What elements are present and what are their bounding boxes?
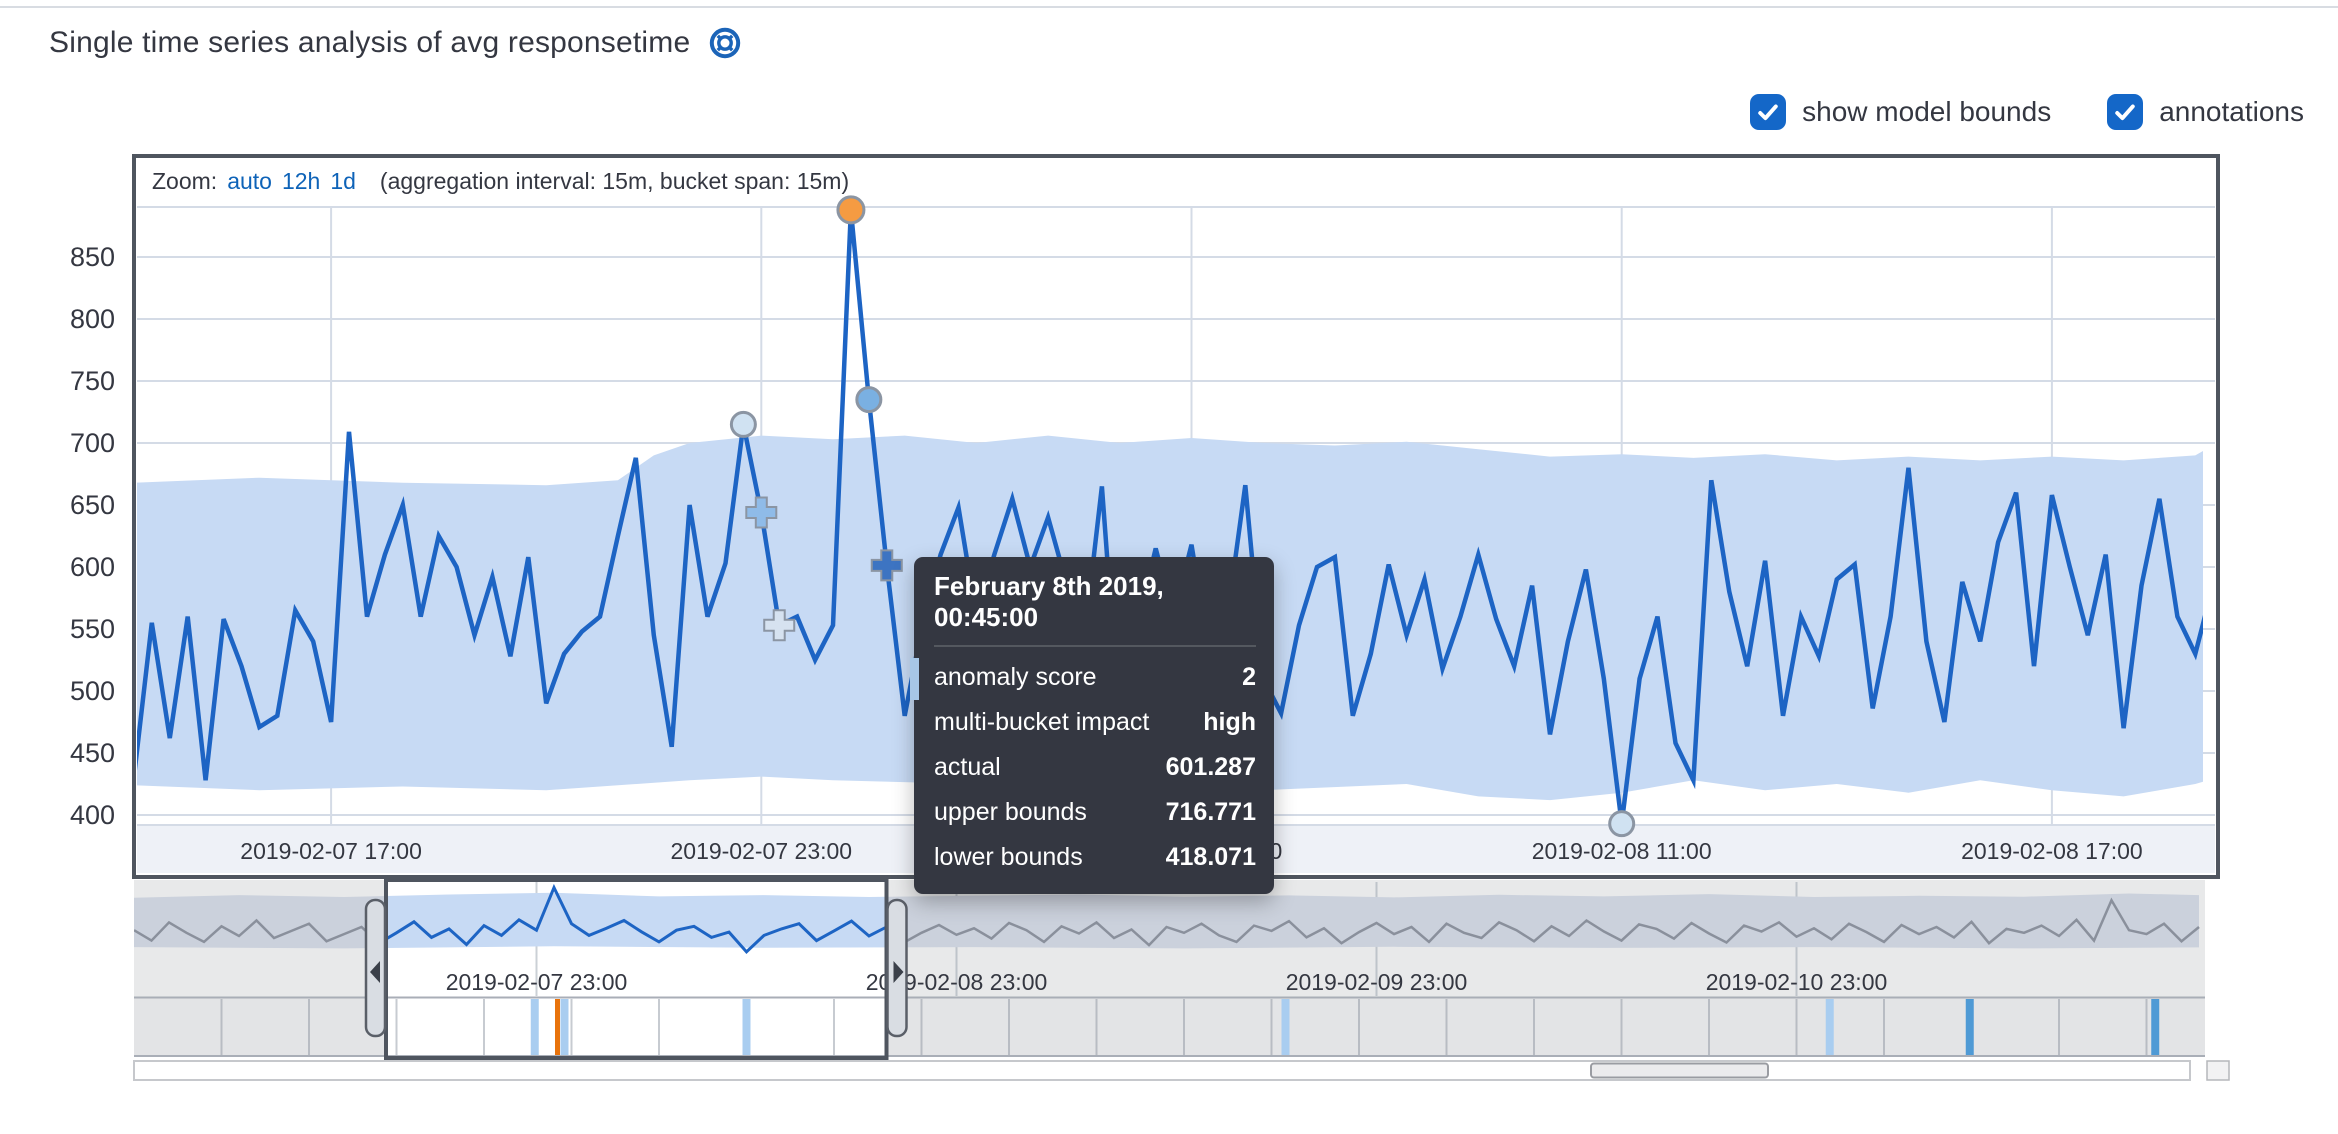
tooltip-timestamp: February 8th 2019, 00:45:00 [934, 571, 1256, 647]
swimlane-anomaly-bar-major[interactable] [555, 999, 560, 1055]
context-tick-label: 2019-02-07 23:00 [446, 969, 628, 995]
annotations-label: annotations [2159, 96, 2304, 127]
swimlane-anomaly-bar-minor[interactable] [2151, 999, 2160, 1055]
swimlane-anomaly-bar-minor[interactable] [1965, 999, 1974, 1055]
aggregation-info: (aggregation interval: 15m, bucket span:… [379, 168, 850, 194]
x-axis-tick-label: 2019-02-07 23:00 [670, 838, 852, 864]
title-row: Single time series analysis of avg respo… [49, 26, 742, 60]
chart-scrollbar-thumb[interactable] [1590, 1062, 1769, 1079]
context-tick-label: 2019-02-10 23:00 [1706, 969, 1888, 995]
context-tick-label: 2019-02-09 23:00 [1286, 969, 1468, 995]
anomaly-tooltip: February 8th 2019, 00:45:00 anomaly scor… [910, 557, 1274, 894]
swimlane-anomaly-bar-warning[interactable] [1825, 999, 1834, 1055]
brush-handle-right-arrow-icon [893, 961, 904, 983]
y-axis-tick-label: 850 [70, 242, 115, 272]
y-axis-tick-label: 650 [70, 490, 115, 520]
tooltip-rows: anomaly score 2 multi-bucket impact high act… [910, 655, 1256, 880]
swimlane-anomaly-bar-warning[interactable] [742, 999, 751, 1055]
multi-bucket-marker-multi_bucket_light[interactable] [745, 496, 778, 529]
chart-controls: show model bounds annotations [1750, 94, 2304, 130]
y-axis-tick-label: 550 [70, 614, 115, 644]
multi-bucket-marker-multi_bucket_pale[interactable] [763, 609, 796, 642]
y-axis-tick-label: 450 [70, 738, 115, 768]
y-axis-tick-label: 750 [70, 366, 115, 396]
scrollbar-end-cap[interactable] [2206, 1060, 2230, 1081]
tooltip-row: actual 601.287 [934, 745, 1256, 790]
tooltip-row: multi-bucket impact high [934, 700, 1256, 745]
show-model-bounds-label: show model bounds [1802, 96, 2052, 127]
chart-scrollbar-track[interactable] [133, 1060, 2191, 1081]
page-top-divider [0, 6, 2338, 8]
help-life-ring-icon[interactable] [708, 26, 742, 60]
tooltip-row: upper bounds 716.771 [934, 790, 1256, 835]
tooltip-row-value: high [1203, 708, 1256, 736]
zoom-12h-link[interactable]: 12h [281, 168, 321, 194]
x-axis-tick-label: 2019-02-07 17:00 [240, 838, 422, 864]
show-model-bounds-checkbox[interactable]: show model bounds [1750, 94, 2051, 130]
swimlane-anomaly-bar-warning[interactable] [530, 999, 539, 1055]
anomaly-marker-warning[interactable] [729, 410, 757, 438]
tooltip-row-label: actual [934, 753, 1001, 781]
swimlane-anomaly-bar-warning[interactable] [1281, 999, 1290, 1055]
annotations-checkbox[interactable]: annotations [2107, 94, 2304, 130]
anomaly-score-marker [910, 658, 919, 700]
tooltip-row-value: 418.071 [1165, 843, 1256, 871]
tooltip-row-label: lower bounds [934, 843, 1083, 871]
anomaly-marker-minor[interactable] [855, 386, 883, 414]
anomaly-marker-warning[interactable] [1608, 810, 1636, 838]
tooltip-row-value: 2 [1242, 663, 1256, 691]
page-title: Single time series analysis of avg respo… [49, 26, 691, 59]
tooltip-row-value: 601.287 [1165, 753, 1256, 781]
y-axis-tick-label: 400 [70, 800, 115, 830]
swimlane-anomaly-bar-warning[interactable] [560, 999, 569, 1055]
zoom-1d-link[interactable]: 1d [330, 168, 356, 194]
zoom-label: Zoom: [152, 168, 218, 194]
checkbox-checked-icon [1750, 94, 1787, 130]
tooltip-row-label: upper bounds [934, 798, 1087, 826]
tooltip-row-label: multi-bucket impact [934, 708, 1150, 736]
x-axis-tick-label: 2019-02-08 17:00 [1961, 838, 2143, 864]
multi-bucket-marker-multi_bucket[interactable] [870, 549, 903, 582]
y-axis-tick-label: 500 [70, 676, 115, 706]
y-axis-tick-label: 600 [70, 552, 115, 582]
zoom-controls: Zoom: auto 12h 1d (aggregation interval:… [152, 168, 849, 195]
anomaly-marker-major[interactable] [836, 195, 866, 225]
y-axis-tick-label: 700 [70, 428, 115, 458]
brush-handle-left-arrow-icon [370, 961, 380, 983]
context-line-selected [386, 883, 887, 955]
zoom-auto-link[interactable]: auto [227, 168, 272, 194]
checkbox-checked-icon [2107, 94, 2144, 130]
tooltip-row-label: anomaly score [934, 663, 1097, 691]
x-axis-tick-label: 2019-02-08 11:00 [1532, 838, 1712, 864]
tooltip-row: anomaly score 2 [910, 655, 1256, 700]
y-axis-tick-label: 800 [70, 304, 115, 334]
tooltip-row-value: 716.771 [1165, 798, 1256, 826]
tooltip-row: lower bounds 418.071 [934, 835, 1256, 880]
